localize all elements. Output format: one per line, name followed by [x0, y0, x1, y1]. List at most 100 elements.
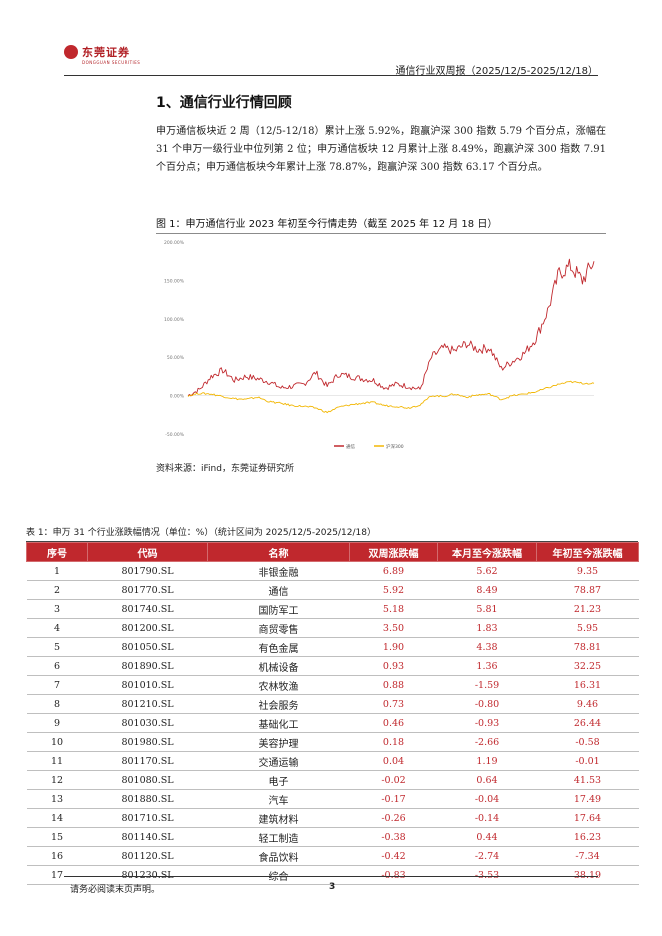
- row-index: 9: [26, 713, 88, 733]
- y-tick-label: 200.00%: [164, 240, 185, 246]
- row-index: 7: [26, 675, 88, 695]
- row-biweekly: 0.18: [349, 732, 438, 752]
- logo-icon: [64, 45, 78, 59]
- row-name: 电子: [207, 770, 350, 790]
- legend-label: 沪深300: [386, 443, 404, 450]
- row-name: 社会服务: [207, 694, 350, 714]
- row-code: 801890.SL: [87, 656, 208, 676]
- row-mtd: 5.62: [437, 561, 537, 581]
- row-name: 综合: [207, 865, 350, 885]
- page-number: 3: [329, 882, 336, 892]
- row-index: 2: [26, 580, 88, 600]
- row-name: 美容护理: [207, 732, 350, 752]
- row-index: 4: [26, 618, 88, 638]
- row-index: 10: [26, 732, 88, 752]
- row-ytd: 9.46: [536, 694, 639, 714]
- row-mtd: 1.83: [437, 618, 537, 638]
- row-code: 801980.SL: [87, 732, 208, 752]
- figure-source: 资料来源：iFind，东莞证券研究所: [156, 464, 294, 474]
- row-ytd: 26.44: [536, 713, 639, 733]
- row-name: 通信: [207, 580, 350, 600]
- row-name: 农林牧渔: [207, 675, 350, 695]
- row-mtd: -0.14: [437, 808, 537, 828]
- row-biweekly: 5.92: [349, 580, 438, 600]
- row-code: 801770.SL: [87, 580, 208, 600]
- row-index: 3: [26, 599, 88, 619]
- row-index: 15: [26, 827, 88, 847]
- row-biweekly: -0.26: [349, 808, 438, 828]
- row-biweekly: 3.50: [349, 618, 438, 638]
- row-code: 801010.SL: [87, 675, 208, 695]
- series-line-csi300: [187, 380, 595, 414]
- row-ytd: 21.23: [536, 599, 639, 619]
- row-ytd: 17.64: [536, 808, 639, 828]
- row-code: 801170.SL: [87, 751, 208, 771]
- row-biweekly: -0.83: [349, 865, 438, 885]
- row-code: 801790.SL: [87, 561, 208, 581]
- row-biweekly: 0.04: [349, 751, 438, 771]
- row-ytd: 16.23: [536, 827, 639, 847]
- row-index: 8: [26, 694, 88, 714]
- row-biweekly: -0.17: [349, 789, 438, 809]
- y-tick-label: 0.00%: [170, 394, 185, 400]
- row-index: 16: [26, 846, 88, 866]
- row-mtd: 5.81: [437, 599, 537, 619]
- table-row: 7 801010.SL 农林牧渔 0.88 -1.59 16.31: [26, 675, 639, 695]
- row-ytd: 78.81: [536, 637, 639, 657]
- table-row: 9 801030.SL 基础化工 0.46 -0.93 26.44: [26, 713, 639, 733]
- row-biweekly: -0.42: [349, 846, 438, 866]
- table-row: 5 801050.SL 有色金属 1.90 4.38 78.81: [26, 637, 639, 657]
- logo-text: 东莞证券: [82, 46, 130, 59]
- row-index: 5: [26, 637, 88, 657]
- row-name: 国防军工: [207, 599, 350, 619]
- series-line-telecom: [187, 258, 595, 397]
- row-mtd: 1.19: [437, 751, 537, 771]
- logo-subtitle: DONGGUAN SECURITIES: [82, 60, 141, 65]
- industry-table: 序号 代码 名称 双周涨跌幅 本月至今涨跌幅 年初至今涨跌幅 1 801790.S…: [26, 541, 639, 885]
- row-ytd: 17.49: [536, 789, 639, 809]
- footer-disclaimer: 请务必阅读末页声明。: [70, 885, 161, 895]
- table-row: 16 801120.SL 食品饮料 -0.42 -2.74 -7.34: [26, 846, 639, 866]
- row-mtd: -2.74: [437, 846, 537, 866]
- table-row: 15 801140.SL 轻工制造 -0.38 0.44 16.23: [26, 827, 639, 847]
- row-ytd: 16.31: [536, 675, 639, 695]
- y-tick-label: 150.00%: [164, 278, 185, 284]
- row-ytd: -0.01: [536, 751, 639, 771]
- row-mtd: -0.93: [437, 713, 537, 733]
- header-biweekly: 双周涨跌幅: [349, 542, 438, 562]
- table-row: 14 801710.SL 建筑材料 -0.26 -0.14 17.64: [26, 808, 639, 828]
- row-mtd: 0.44: [437, 827, 537, 847]
- row-ytd: 41.53: [536, 770, 639, 790]
- row-biweekly: 0.88: [349, 675, 438, 695]
- section-title: 1、通信行业行情回顾: [156, 95, 292, 111]
- row-biweekly: 5.18: [349, 599, 438, 619]
- row-ytd: -0.58: [536, 732, 639, 752]
- row-ytd: 78.87: [536, 580, 639, 600]
- row-code: 801740.SL: [87, 599, 208, 619]
- row-name: 机械设备: [207, 656, 350, 676]
- row-biweekly: 6.89: [349, 561, 438, 581]
- table-row: 1 801790.SL 非银金融 6.89 5.62 9.35: [26, 561, 639, 581]
- row-name: 基础化工: [207, 713, 350, 733]
- row-name: 轻工制造: [207, 827, 350, 847]
- y-tick-label: 50.00%: [167, 355, 185, 361]
- row-code: 801230.SL: [87, 865, 208, 885]
- row-mtd: 1.36: [437, 656, 537, 676]
- header-mtd: 本月至今涨跌幅: [437, 542, 537, 562]
- row-code: 801140.SL: [87, 827, 208, 847]
- legend-label: 通信: [346, 443, 355, 450]
- row-name: 交通运输: [207, 751, 350, 771]
- row-code: 801050.SL: [87, 637, 208, 657]
- table-header-row: 序号 代码 名称 双周涨跌幅 本月至今涨跌幅 年初至今涨跌幅: [26, 542, 639, 562]
- performance-chart: -50.00% 0.00% 50.00% 100.00% 150.00% 200.00% …: [156, 234, 606, 454]
- row-biweekly: 0.73: [349, 694, 438, 714]
- row-index: 13: [26, 789, 88, 809]
- y-tick-label: 100.00%: [164, 317, 185, 323]
- row-biweekly: -0.38: [349, 827, 438, 847]
- row-index: 11: [26, 751, 88, 771]
- row-mtd: -0.80: [437, 694, 537, 714]
- figure-caption: 图 1：申万通信行业 2023 年初至今行情走势（截至 2025 年 12 月 …: [156, 215, 606, 234]
- header-divider: [64, 75, 598, 76]
- row-code: 801200.SL: [87, 618, 208, 638]
- row-biweekly: -0.02: [349, 770, 438, 790]
